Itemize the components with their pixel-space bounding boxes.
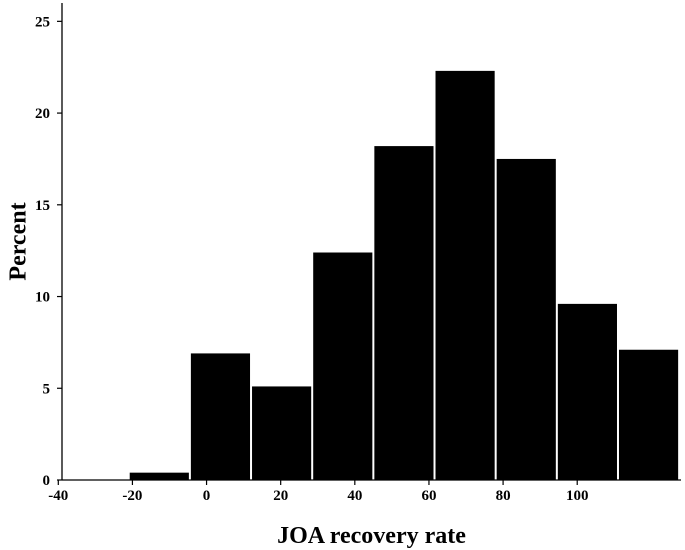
- histogram-bar-1: [129, 472, 189, 480]
- y-tick-label-0: 0: [43, 473, 51, 489]
- y-tick-label-5: 25: [35, 14, 50, 30]
- ticks-layer: 0 5 10 15 20 25 -40 -20 0 20 40 60 80 100: [35, 14, 588, 504]
- y-tick-label-1: 5: [43, 381, 51, 397]
- histogram-bar-6: [435, 70, 495, 480]
- y-axis-title: Percent: [6, 202, 32, 280]
- y-tick-label-3: 15: [35, 198, 50, 214]
- y-tick-label-4: 20: [35, 106, 50, 122]
- bars-layer: [129, 70, 679, 480]
- x-tick-label-7: 100: [566, 488, 589, 504]
- x-tick-label-1: -20: [122, 488, 142, 504]
- x-tick-label-2: 0: [203, 488, 211, 504]
- histogram-bar-8: [557, 303, 617, 480]
- histogram-bar-5: [374, 146, 434, 480]
- x-tick-label-6: 80: [496, 488, 511, 504]
- x-tick-label-0: -40: [48, 488, 68, 504]
- histogram-bar-9: [618, 349, 679, 480]
- x-axis-title: JOA recovery rate: [277, 523, 466, 549]
- x-tick-label-3: 20: [273, 488, 288, 504]
- y-tick-label-2: 10: [35, 290, 50, 306]
- histogram-bar-3: [252, 386, 312, 480]
- histogram-bar-4: [313, 252, 373, 480]
- x-tick-label-4: 40: [347, 488, 362, 504]
- histogram-bar-2: [190, 353, 251, 480]
- histogram-bar-7: [496, 158, 556, 480]
- x-tick-label-5: 60: [421, 488, 436, 504]
